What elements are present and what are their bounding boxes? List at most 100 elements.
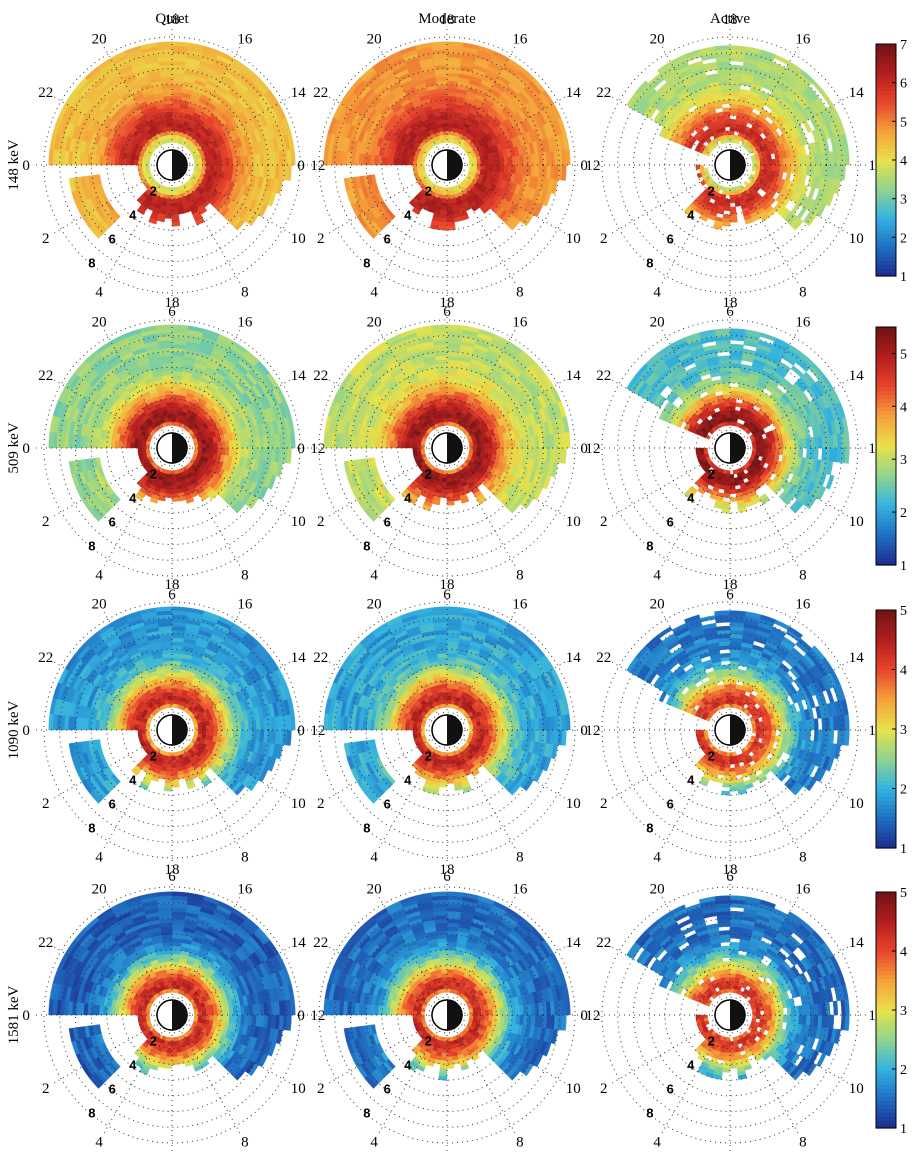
heatmap-cell [98,155,104,166]
heatmap-cell [446,409,453,415]
heatmap-cell [440,206,448,212]
heatmap-cell [213,164,219,172]
heatmap-cell [724,409,731,415]
heatmap-cell [771,158,777,166]
earth-night-side [447,433,462,463]
earth-night-side [172,433,187,463]
heatmap-cell [438,225,448,231]
heatmap-cell [729,481,736,487]
heatmap-cell [469,164,474,169]
heatmap-cell [496,447,501,456]
heatmap-cell [488,164,494,172]
heatmap-cell [446,202,453,208]
mlt-tick-label: 4 [370,284,378,300]
heatmap-cell [720,91,731,97]
mlt-tick-label: 12 [310,158,325,174]
heatmap-cell [446,497,455,502]
heatmap-cell [484,447,490,454]
grid-spoke [103,447,173,566]
heatmap-cells [323,41,571,239]
mlt-tick-label: 14 [566,368,582,384]
heatmap-cell [469,447,474,452]
earth-icon [156,149,188,181]
heatmap-cell [171,217,180,223]
heatmap-cell [442,190,448,196]
heatmap-cell [790,439,796,449]
mlt-tick-label: 22 [313,85,328,101]
heatmap-cell [496,440,501,449]
mlt-tick-label: 0 [580,158,588,174]
heatmap-cell [446,500,455,506]
heatmap-cell [221,164,226,173]
heatmap-cell [726,187,731,192]
heatmap-cell [446,217,455,223]
heatmap-cell [446,221,456,227]
heatmap-cell [729,409,736,415]
heatmap-cell [446,417,452,423]
mlt-tick-label: 16 [237,32,253,48]
heatmap-cell [232,447,238,457]
column-titles: Quiet Moderate Active [155,11,750,27]
earth-night-side [172,150,187,180]
heatmap-cell [440,401,448,407]
heatmap-cell [404,442,410,449]
heatmap-cell [205,159,211,166]
heatmap-cell [171,493,179,498]
heatmap-cell [722,107,731,113]
mlt-tick-label: 14 [849,85,865,101]
heatmap-cell [752,164,757,169]
l-shell-label: 8 [363,538,370,553]
heatmap-cell [171,198,178,204]
heatmap-cell [779,447,784,456]
heatmap-cell [118,440,123,449]
heatmap-cell [511,447,517,458]
heatmap-cell [729,111,738,116]
heatmap-cell [240,447,246,458]
heatmap-cell [171,107,180,113]
heatmap-cell [721,386,731,392]
heatmap-cell [166,409,173,415]
earth-night-side [730,150,745,180]
heatmap-cell [446,111,455,116]
grid-ring [75,68,269,262]
heatmap-cell [488,447,494,455]
heatmap-cell [166,202,173,208]
heatmap-cell [790,156,796,166]
grid-ring [153,146,191,184]
heatmap-cell [165,206,173,212]
grid-ring [137,130,207,200]
heatmap-cell [488,441,494,449]
heatmap-cell [171,221,181,227]
heatmap-cell [729,206,737,212]
heatmap-cell [480,447,486,454]
heatmap-cell [446,225,456,231]
heatmap-cell [209,159,215,166]
heatmap-cell [110,439,116,449]
heatmap-cell [164,214,173,219]
heatmap-cell [446,91,457,97]
mlt-tick-label: 16 [512,315,528,331]
mlt-tick-label: 20 [92,315,107,331]
heatmap-cell [767,442,773,449]
column-title-quiet: Quiet [155,11,189,27]
heatmap-cell [163,99,173,105]
heatmap-cell [408,442,414,449]
l-shell-label: 2 [150,184,157,199]
heatmap-cell [511,155,517,166]
mlt-tick-label: 4 [95,567,103,583]
heatmap-cell [484,159,490,166]
heatmap-cell [141,443,147,449]
heatmap-cell [446,386,456,392]
heatmap-cell [721,504,731,510]
heatmap-cell [446,481,453,487]
heatmap-cell [171,481,178,487]
heatmap-cell [236,155,242,166]
heatmap-cell [224,164,230,173]
heatmap-cell [221,447,226,456]
heatmap-cell [786,156,792,166]
heatmap-cell [438,103,448,109]
heatmap-cell [503,439,509,449]
heatmap-cell [438,99,448,105]
heatmap-cell [729,394,738,399]
heatmap-cell [137,447,143,453]
